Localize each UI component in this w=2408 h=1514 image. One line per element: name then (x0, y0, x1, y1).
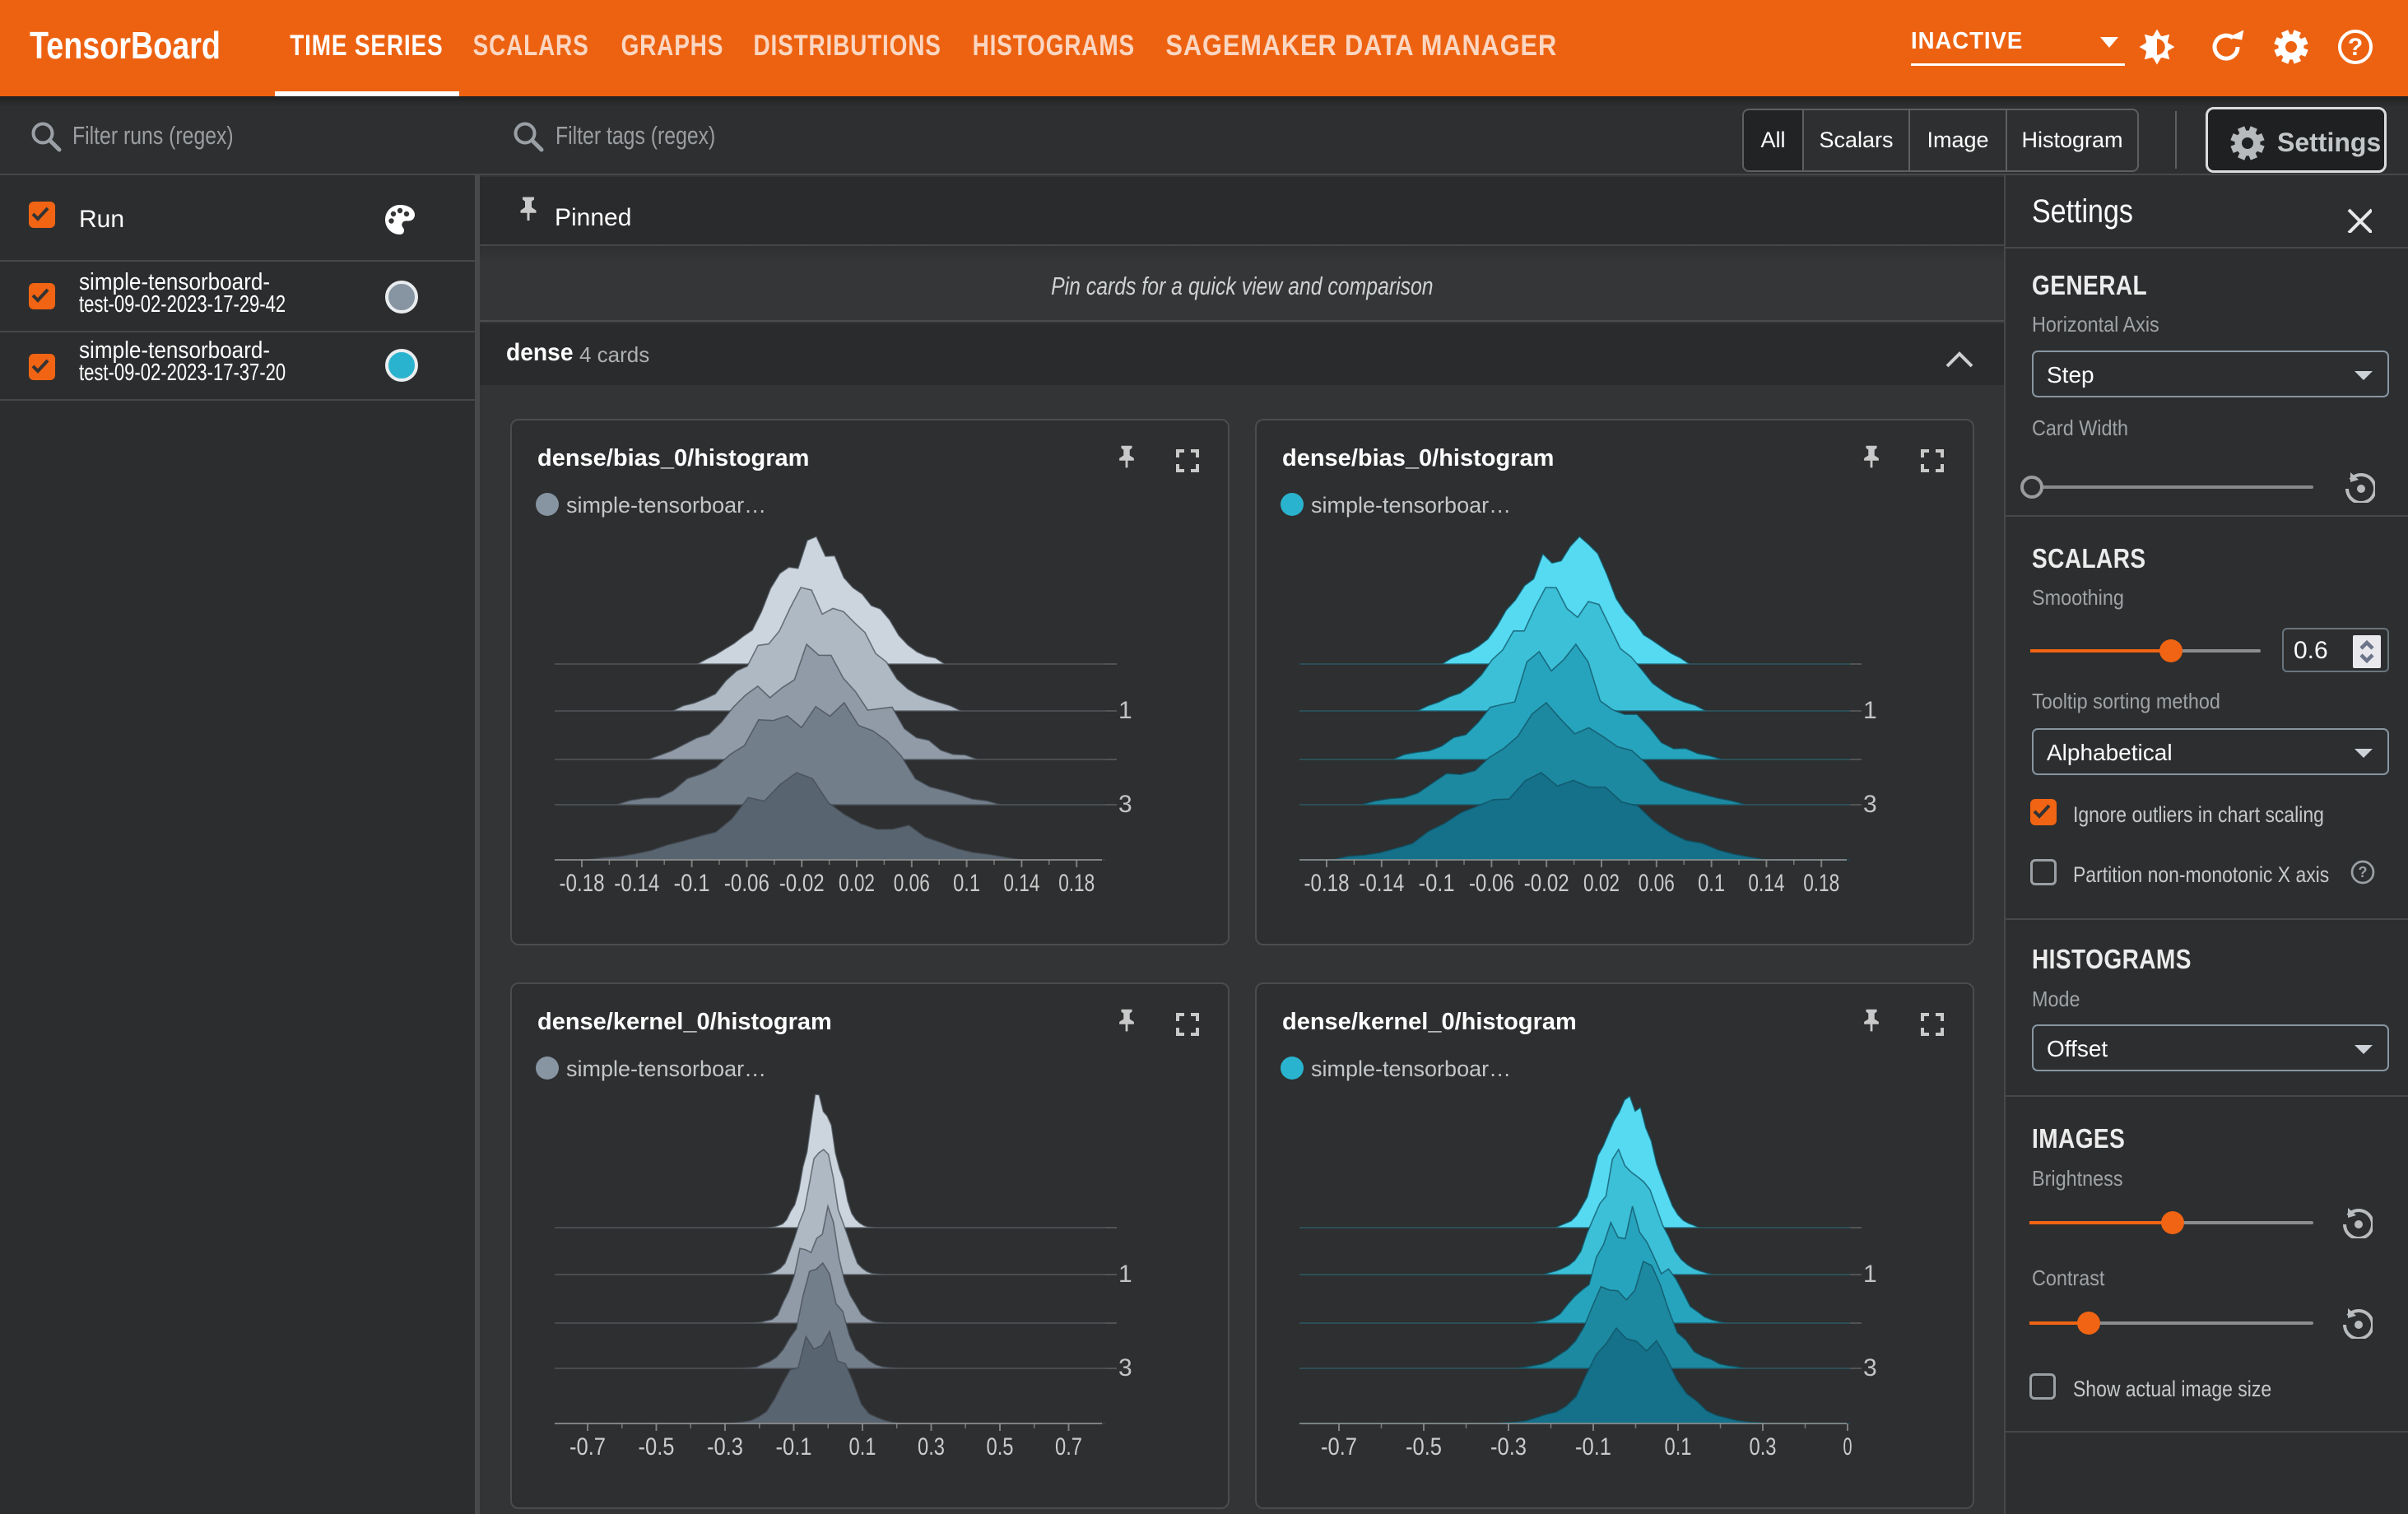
svg-text:0.1: 0.1 (1665, 1433, 1692, 1461)
svg-text:0: 0 (1843, 1433, 1852, 1461)
svg-text:-0.14: -0.14 (1359, 870, 1404, 897)
svg-text:0.14: 0.14 (1003, 870, 1039, 897)
svg-text:0.06: 0.06 (1639, 870, 1675, 897)
svg-text:3: 3 (1118, 791, 1132, 818)
svg-text:-0.18: -0.18 (1304, 870, 1350, 897)
svg-text:-0.1: -0.1 (1419, 870, 1455, 897)
svg-text:?: ? (2348, 34, 2363, 61)
svg-text:1: 1 (1118, 1261, 1132, 1288)
svg-text:-0.1: -0.1 (776, 1433, 812, 1461)
svg-text:-0.02: -0.02 (1524, 870, 1569, 897)
svg-text:0.3: 0.3 (1750, 1433, 1777, 1461)
svg-text:0.3: 0.3 (918, 1433, 945, 1461)
svg-text:0.18: 0.18 (1803, 870, 1839, 897)
svg-text:3: 3 (1118, 1354, 1132, 1382)
svg-text:-0.1: -0.1 (674, 870, 710, 897)
svg-text:1: 1 (1118, 697, 1132, 724)
svg-text:-0.14: -0.14 (614, 870, 659, 897)
svg-text:-0.3: -0.3 (1490, 1433, 1527, 1461)
svg-text:-0.3: -0.3 (707, 1433, 743, 1461)
svg-text:0.1: 0.1 (849, 1433, 876, 1461)
svg-text:-0.02: -0.02 (779, 870, 825, 897)
svg-text:0.1: 0.1 (953, 870, 980, 897)
svg-text:1: 1 (1863, 1261, 1877, 1288)
svg-text:0.14: 0.14 (1748, 870, 1784, 897)
svg-text:-0.5: -0.5 (639, 1433, 675, 1461)
svg-text:-0.5: -0.5 (1406, 1433, 1442, 1461)
svg-text:-0.7: -0.7 (569, 1433, 606, 1461)
svg-text:0.06: 0.06 (894, 870, 930, 897)
svg-text:0.1: 0.1 (1698, 870, 1725, 897)
svg-text:3: 3 (1863, 1354, 1877, 1382)
svg-text:0.02: 0.02 (839, 870, 875, 897)
svg-text:3: 3 (1863, 791, 1877, 818)
svg-text:0.7: 0.7 (1055, 1433, 1082, 1461)
svg-text:-0.06: -0.06 (724, 870, 769, 897)
svg-text:0.02: 0.02 (1583, 870, 1620, 897)
svg-text:1: 1 (1863, 697, 1877, 724)
svg-text:-0.7: -0.7 (1321, 1433, 1357, 1461)
svg-text:?: ? (2358, 863, 2367, 880)
svg-text:0.5: 0.5 (987, 1433, 1014, 1461)
svg-text:-0.18: -0.18 (560, 870, 605, 897)
svg-text:0.18: 0.18 (1058, 870, 1095, 897)
svg-text:-0.1: -0.1 (1575, 1433, 1611, 1461)
svg-text:-0.06: -0.06 (1469, 870, 1514, 897)
